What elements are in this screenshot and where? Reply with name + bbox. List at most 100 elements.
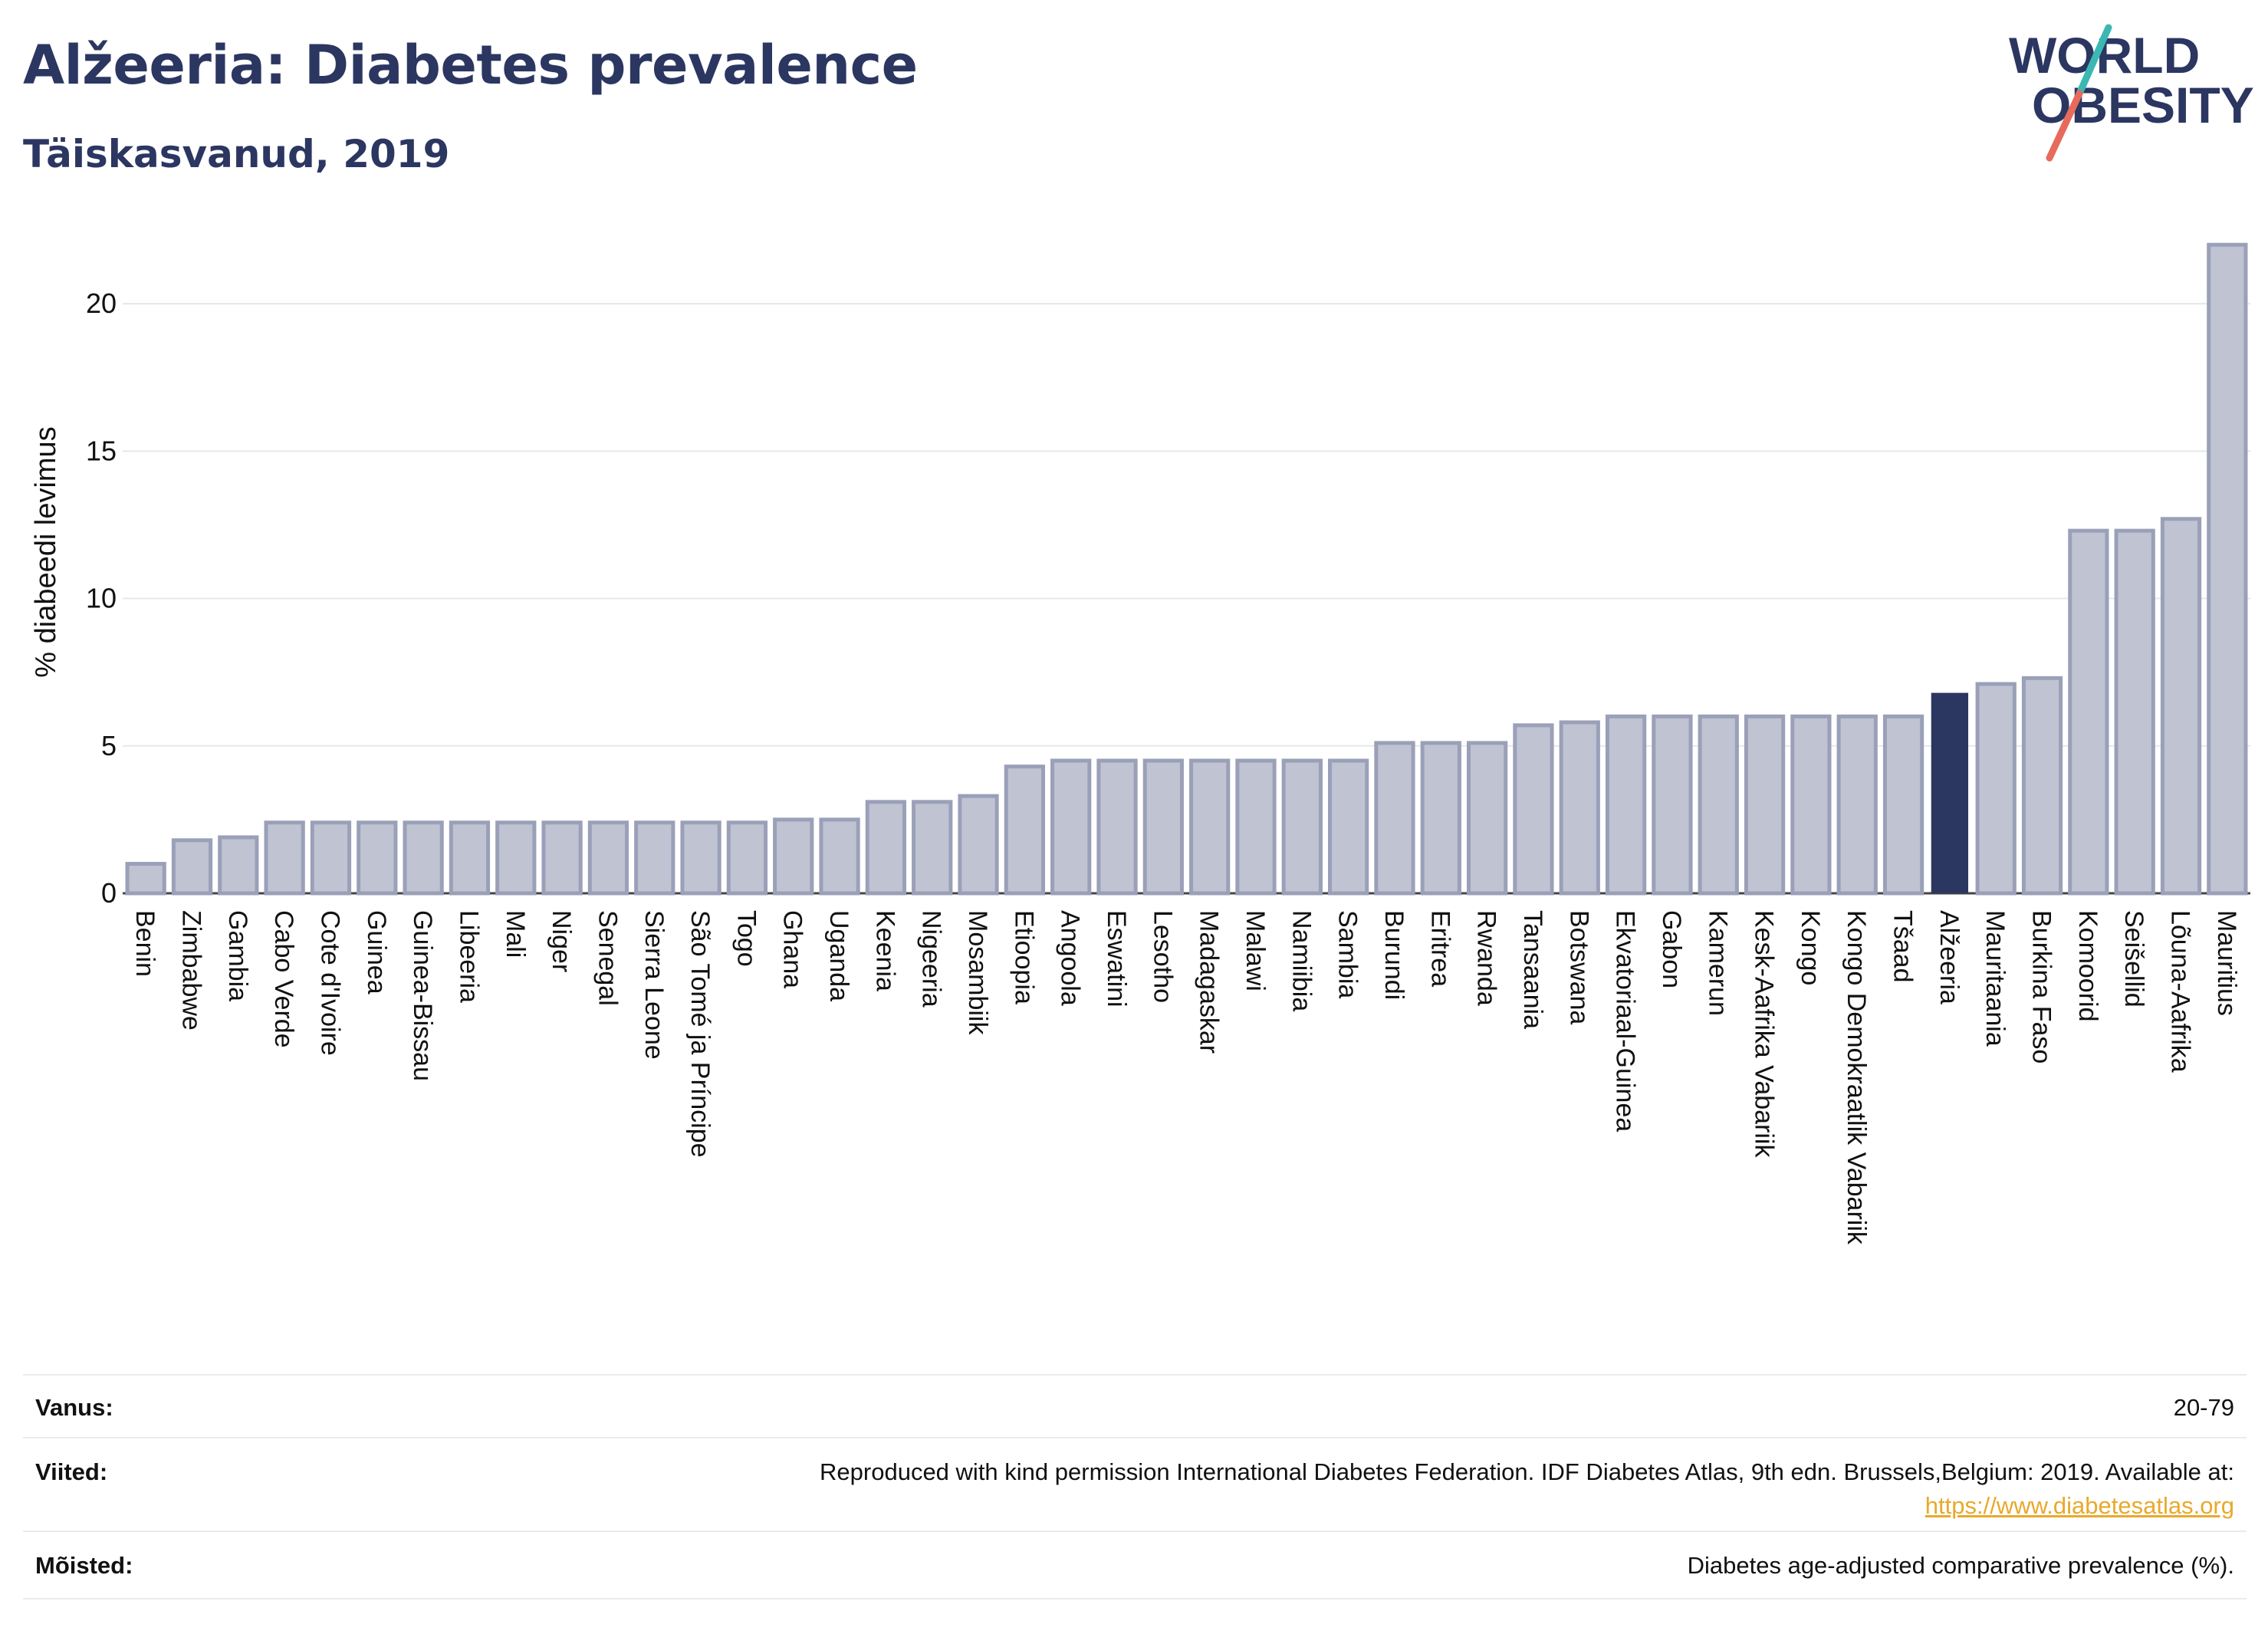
y-tick-label: 20 [86,288,117,319]
bar-45[interactable] [2207,242,2248,896]
bar-18[interactable] [958,794,999,896]
bar-0[interactable] [125,862,166,896]
meta-refs-link[interactable]: https://www.diabetesatlas.org [1925,1492,2234,1519]
bar-7[interactable] [449,820,491,896]
bar-14[interactable] [773,817,814,896]
bar-chart: 0 5 10 15 20 Benin Zimbabwe Gambia Cabo Verde Co… [30,242,2250,1245]
x-tick-label: Seišellid [2119,910,2148,1008]
bar-9[interactable] [541,820,583,896]
chart-title: Alžeeria: Diabetes prevalence [23,34,918,97]
logo-slash-red [2046,90,2083,162]
logo-slash-teal [2076,24,2112,97]
x-tick-label: Malawi [1241,910,1270,991]
bar-22[interactable] [1142,758,1184,896]
bar-35[interactable] [1744,714,1786,896]
meta-refs-label: Viited: [35,1458,108,1485]
x-tick-label: Mauritius [2212,910,2241,1016]
x-tick-label: São Tomé ja Príncipe [685,910,715,1158]
x-tick-label: Cabo Verde [269,910,298,1048]
x-tick-label: Uganda [824,910,853,1001]
meta-row-refs: Viited: Reproduced with kind permission … [23,1437,2247,1535]
bar-3[interactable] [264,820,305,896]
x-tick-label: Mauritaania [1980,910,2010,1047]
bar-40[interactable] [1975,682,2017,896]
y-tick-labels: 0 5 10 15 20 [86,288,117,909]
bar-12[interactable] [680,820,721,896]
x-tick-label: Namiibia [1287,910,1316,1011]
x-tick-label: Kongo [1796,910,1825,985]
bar-5[interactable] [357,820,398,896]
x-tick-label: Ghana [778,910,807,988]
y-tick-label: 0 [101,877,117,909]
x-tick-label: Lõuna-Aafrika [2166,910,2195,1073]
meta-def-label: Mõisted: [35,1552,133,1579]
x-tick-label: Burundi [1379,910,1408,1000]
bar-8[interactable] [495,820,537,896]
chart-subtitle: Täiskasvanud, 2019 [23,132,450,176]
meta-row-def: Mõisted: Diabetes age-adjusted comparati… [23,1530,2247,1599]
bar-21[interactable] [1096,758,1138,896]
bar-41[interactable] [2021,676,2063,896]
bar-36[interactable] [1790,714,1832,896]
meta-age-value: 20-79 [2173,1394,2234,1421]
bar-16[interactable] [865,800,907,896]
y-tick-label: 10 [86,583,117,614]
bar-38[interactable] [1882,714,1925,896]
bar-4[interactable] [310,820,352,896]
bar-37[interactable] [1836,714,1878,896]
bar-25[interactable] [1281,758,1323,896]
x-tick-label: Ekvatoriaal-Guinea [1611,910,1640,1132]
x-tick-label: Rwanda [1472,910,1501,1006]
bar-26[interactable] [1328,758,1369,896]
bar-24[interactable] [1235,758,1277,896]
x-tick-label: Benin [130,910,159,977]
x-tick-label: Kesk-Aafrika Vabariik [1750,910,1779,1158]
bar-34[interactable] [1698,714,1739,896]
bar-2[interactable] [218,835,259,896]
x-tick-label: Zimbabwe [176,910,205,1031]
bar-28[interactable] [1420,741,1461,896]
x-tick-label: Tšaad [1888,910,1918,983]
x-tick-label: Gambia [223,910,252,1001]
x-tick-label: Angoola [1056,910,1085,1006]
bar-17[interactable] [912,800,953,896]
bar-39[interactable] [1931,692,1969,893]
bar-23[interactable] [1189,758,1231,896]
x-tick-label: Cote d'Ivoire [315,910,344,1056]
x-tick-label: Kongo Demokraatlik Vabariik [1842,910,1871,1245]
x-tick-label: Mali [501,910,530,958]
bar-42[interactable] [2068,528,2109,896]
bar-1[interactable] [171,838,213,896]
x-tick-label: Keenia [870,910,899,991]
x-tick-label: Sambia [1333,910,1362,998]
x-tick-label: Mosambiik [963,910,992,1035]
bar-43[interactable] [2114,528,2155,896]
bar-30[interactable] [1513,723,1554,896]
bar-11[interactable] [634,820,675,896]
x-tick-label: Tansaania [1518,910,1547,1029]
x-tick-label: Eswatini [1102,910,1131,1008]
x-tick-label: Madagaskar [1195,910,1224,1054]
bar-10[interactable] [587,820,629,896]
x-tick-label: Libeeria [454,910,483,1003]
bar-6[interactable] [403,820,444,896]
meta-age-label: Vanus: [35,1394,113,1421]
meta-refs-value: Reproduced with kind permission Internat… [820,1458,2234,1485]
y-tick-label: 5 [101,730,117,761]
world-obesity-logo: WORLD OBESITY [2009,24,2254,162]
x-tick-label: Kamerun [1703,910,1732,1016]
bar-19[interactable] [1004,764,1045,896]
x-tick-labels: Benin Zimbabwe Gambia Cabo Verde Cote d'Ivoi… [130,910,2241,1245]
bar-31[interactable] [1559,720,1600,896]
bar-29[interactable] [1466,741,1508,896]
bar-15[interactable] [819,817,860,896]
x-tick-label: Guinea-Bissau [408,910,437,1081]
bar-27[interactable] [1374,741,1415,896]
bar-20[interactable] [1050,758,1092,896]
bar-32[interactable] [1605,714,1647,896]
bar-44[interactable] [2160,517,2202,896]
x-tick-label: Alžeeria [1934,910,1964,1004]
bar-33[interactable] [1652,714,1693,896]
x-tick-label: Eritrea [1425,910,1454,987]
bar-13[interactable] [726,820,768,896]
